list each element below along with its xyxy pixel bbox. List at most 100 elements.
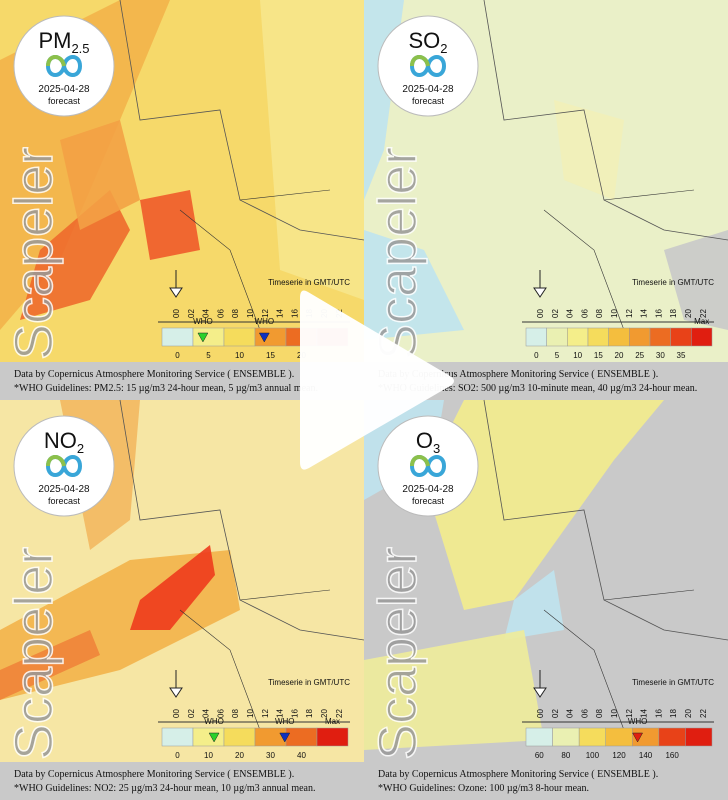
scale-label: 10 xyxy=(573,351,582,360)
hour-label: 10 xyxy=(610,709,619,718)
who-label: WHO xyxy=(204,717,224,726)
source: Data by Copernicus Atmosphere Monitoring… xyxy=(378,369,658,380)
scale-box xyxy=(546,327,568,347)
scale-label: 10 xyxy=(204,751,213,760)
hour-label: 22 xyxy=(699,309,708,318)
scale-box xyxy=(316,727,349,747)
timeserie-label: Timeserie in GMT/UTC xyxy=(268,678,350,687)
who-label: WHO xyxy=(255,317,275,326)
hour-label: 00 xyxy=(172,309,181,318)
hour-label: 14 xyxy=(276,309,285,318)
hour-label: 08 xyxy=(231,309,240,318)
max-label: Max xyxy=(694,317,709,326)
border xyxy=(543,189,695,331)
guideline: *WHO Guidelines: NO2: 25 µg/m3 24-hour m… xyxy=(14,783,315,794)
scale-label: 30 xyxy=(266,751,275,760)
hour-label: 22 xyxy=(335,709,344,718)
timeserie-label: Timeserie in GMT/UTC xyxy=(632,278,714,287)
watermark: Scapeler xyxy=(368,547,428,760)
coastline xyxy=(483,399,728,641)
pollutant: O3 xyxy=(416,428,440,456)
map-area xyxy=(130,545,215,630)
pollutant-name: SO xyxy=(408,28,440,53)
scale-label: 30 xyxy=(656,351,665,360)
hour-label: 12 xyxy=(625,309,634,318)
hour-label: 10 xyxy=(610,309,619,318)
scale-label: 20 xyxy=(615,351,624,360)
guideline: *WHO Guidelines: PM2.5: 15 µg/m3 24-hour… xyxy=(14,383,318,394)
watermark: Scapeler xyxy=(368,147,428,360)
date: 2025-04-28 xyxy=(402,84,454,95)
map-area xyxy=(20,190,130,320)
hour-label: 00 xyxy=(536,709,545,718)
now-marker xyxy=(533,687,547,698)
scale-label: 15 xyxy=(594,351,603,360)
scale-box xyxy=(254,327,287,347)
timeserie-label: Timeserie in GMT/UTC xyxy=(632,678,714,687)
hour-label: 16 xyxy=(654,709,663,718)
scale-label: 120 xyxy=(612,751,626,760)
scale-label: 100 xyxy=(586,751,600,760)
scale-box xyxy=(608,327,630,347)
hour-label: 10 xyxy=(246,309,255,318)
hour-label: 08 xyxy=(595,709,604,718)
now-marker xyxy=(533,287,547,298)
hour-label: 02 xyxy=(551,309,560,318)
hour-label: 18 xyxy=(305,709,314,718)
pollutant-subscript: 2 xyxy=(77,441,84,456)
hour-label: 06 xyxy=(580,309,589,318)
status: forecast xyxy=(48,496,81,506)
map-area xyxy=(424,400,664,610)
map-area xyxy=(364,630,544,750)
pollutant-subscript: 3 xyxy=(433,441,440,456)
logo-left xyxy=(46,455,66,467)
scale-label: 25 xyxy=(635,351,644,360)
scale-box xyxy=(685,727,713,747)
scale-box xyxy=(567,327,589,347)
hour-label: 22 xyxy=(699,709,708,718)
logo-left xyxy=(410,455,430,467)
pollutant-name: PM xyxy=(38,28,71,53)
hour-label: 18 xyxy=(669,309,678,318)
scale-box xyxy=(161,727,194,747)
hour-label: 10 xyxy=(246,709,255,718)
guideline: *WHO Guidelines: SO2: 500 µg/m3 10-minut… xyxy=(378,383,697,394)
who-label: WHO xyxy=(628,717,648,726)
scale-box xyxy=(192,327,225,347)
map-area xyxy=(554,100,624,200)
source: Data by Copernicus Atmosphere Monitoring… xyxy=(14,369,294,380)
hour-label: 16 xyxy=(654,309,663,318)
scale-box xyxy=(658,727,686,747)
hour-label: 14 xyxy=(640,309,649,318)
scale-label: 10 xyxy=(235,351,244,360)
scale-label: 40 xyxy=(297,751,306,760)
scale-box xyxy=(670,327,692,347)
scale-box xyxy=(649,327,671,347)
map-area xyxy=(504,570,564,640)
hour-label: 02 xyxy=(187,309,196,318)
scale-box xyxy=(587,327,609,347)
hour-label: 00 xyxy=(536,309,545,318)
pollutant: PM2.5 xyxy=(38,28,89,56)
max-label: Max xyxy=(325,717,340,726)
pollutant: NO2 xyxy=(44,428,84,456)
date: 2025-04-28 xyxy=(38,84,90,95)
coastline xyxy=(483,0,728,241)
who-label: WHO xyxy=(275,717,295,726)
coastline xyxy=(119,0,365,241)
hour-label: 06 xyxy=(216,309,225,318)
hour-label: 12 xyxy=(625,709,634,718)
map-area xyxy=(364,230,464,340)
coastline xyxy=(119,399,365,641)
who-marker xyxy=(208,732,220,743)
hour-label: 12 xyxy=(261,709,270,718)
pollutant-subscript: 2.5 xyxy=(71,41,89,56)
play-button[interactable] xyxy=(300,290,454,470)
hour-label: 18 xyxy=(669,709,678,718)
watermark: Scapeler xyxy=(4,547,64,760)
hour-label: 08 xyxy=(231,709,240,718)
scale-box xyxy=(525,727,553,747)
